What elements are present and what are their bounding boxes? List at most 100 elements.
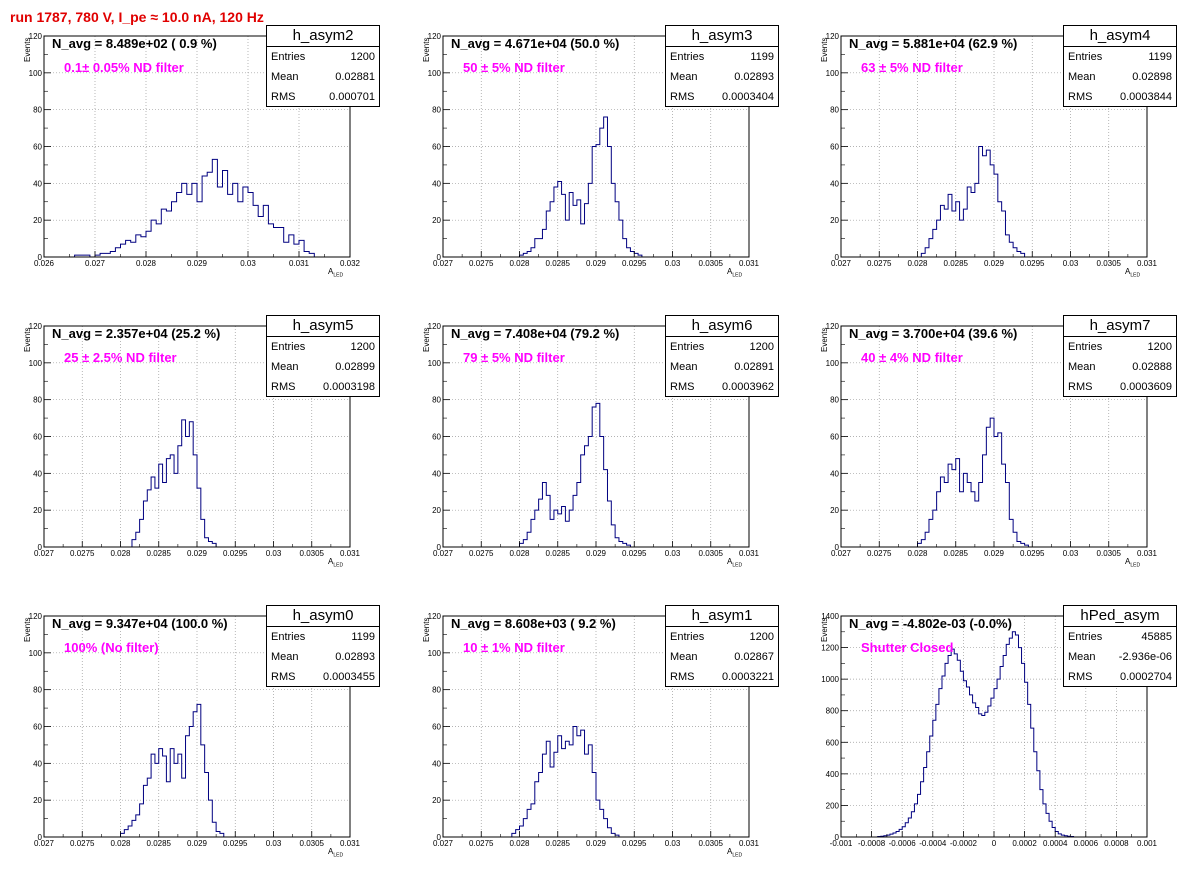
n-avg-label: N_avg = 2.357e+04 (25.2 %) [52, 326, 221, 341]
x-tick-label: 0.031 [340, 839, 361, 848]
stats-row-entries: Entries 1200 [666, 627, 778, 647]
x-tick-label: 0.0285 [147, 839, 172, 848]
x-tick-label: 0.027 [34, 839, 55, 848]
y-tick-label: 1000 [821, 675, 839, 684]
x-tick-label: 0.0285 [944, 549, 969, 558]
y-tick-label: 100 [428, 69, 442, 78]
x-tick-label: 0.028 [509, 839, 530, 848]
stats-row-mean: Mean 0.02881 [267, 67, 379, 87]
x-tick-label: 0.0008 [1104, 839, 1129, 848]
stats-row-mean: Mean 0.02891 [666, 357, 778, 377]
x-tick-label: -0.0004 [919, 839, 947, 848]
x-tick-label: 0.031 [739, 549, 760, 558]
stats-label-mean: Mean [1068, 71, 1096, 83]
y-tick-label: 20 [830, 506, 839, 515]
stats-value-rms: 0.0003221 [722, 671, 774, 683]
filter-label: 50 ± 5% ND filter [463, 60, 565, 75]
x-tick-label: 0.0275 [867, 549, 892, 558]
histogram-panel-h_asym3: 0.027 0.0275 0.028 0.0285 0.029 0.0295 0.03 0.0… [399, 0, 797, 290]
y-tick-label: 100 [428, 649, 442, 658]
y-tick-label: 0 [835, 833, 840, 842]
x-tick-label: 0.0285 [147, 549, 172, 558]
histogram-line [519, 116, 643, 257]
x-tick-label: 0.029 [586, 839, 607, 848]
y-tick-label: 120 [29, 612, 43, 621]
y-tick-label: 120 [29, 322, 43, 331]
stats-row-rms: RMS 0.0003404 [666, 87, 778, 107]
histogram-panel-h_asym4: 0.027 0.0275 0.028 0.0285 0.029 0.0295 0.03 0.0… [797, 0, 1195, 290]
stats-value-entries: 1200 [749, 341, 774, 353]
stats-row-mean: Mean 0.02893 [666, 67, 778, 87]
x-tick-label: 0.0006 [1074, 839, 1099, 848]
x-axis-label-main: A [1125, 267, 1131, 276]
y-axis-label: Events [23, 37, 32, 62]
x-tick-label: 0.0305 [699, 839, 724, 848]
y-tick-label: 0 [38, 253, 43, 262]
y-tick-label: 60 [830, 143, 839, 152]
x-axis-label-sub: LED [333, 852, 344, 859]
histogram-panel-h_asym1: 0.027 0.0275 0.028 0.0285 0.029 0.0295 0.03 0.0… [399, 580, 797, 870]
stats-label-entries: Entries [1068, 51, 1103, 63]
y-tick-label: 40 [33, 469, 42, 478]
histogram-line [74, 158, 315, 258]
x-axis-label: ALED [328, 847, 343, 859]
histogram-line [519, 402, 631, 547]
x-tick-label: 0.029 [187, 839, 208, 848]
x-axis-label-sub: LED [732, 562, 743, 569]
x-tick-label: 0.0295 [622, 549, 647, 558]
x-tick-label: 0.03 [240, 259, 256, 268]
y-axis-label: Events [23, 617, 32, 642]
x-tick-label: 0.0295 [622, 839, 647, 848]
x-tick-label: 0.031 [739, 259, 760, 268]
stats-box-title: hPed_asym [1064, 606, 1176, 627]
y-tick-label: 120 [826, 322, 840, 331]
x-tick-label: 0.029 [586, 549, 607, 558]
n-avg-label: N_avg = 4.671e+04 (50.0 %) [451, 36, 620, 51]
filter-label: 25 ± 2.5% ND filter [64, 350, 177, 365]
stats-row-entries: Entries 45885 [1064, 627, 1176, 647]
histogram-panel-h_asym7: 0.027 0.0275 0.028 0.0285 0.029 0.0295 0.03 0.0… [797, 290, 1195, 580]
stats-box: h_asym1 Entries 1200 Mean 0.02867 RMS 0.000322… [665, 605, 779, 687]
stats-box-title: h_asym0 [267, 606, 379, 627]
stats-value-entries: 1199 [1148, 51, 1172, 63]
histogram-line [920, 146, 1026, 257]
stats-label-mean: Mean [271, 651, 299, 663]
stats-row-rms: RMS 0.0003962 [666, 377, 778, 397]
y-axis-label: Events [422, 617, 431, 642]
n-avg-label: N_avg = 3.700e+04 (39.6 %) [849, 326, 1018, 341]
y-tick-label: 20 [432, 796, 441, 805]
page-title: run 1787, 780 V, I_pe ≈ 10.0 nA, 120 Hz [10, 9, 264, 25]
y-tick-label: 120 [826, 32, 840, 41]
histogram-line [917, 417, 1029, 547]
x-tick-label: 0.028 [509, 549, 530, 558]
y-tick-label: 80 [33, 106, 42, 115]
stats-row-rms: RMS 0.0003844 [1064, 87, 1176, 107]
x-tick-label: 0.03 [266, 549, 282, 558]
stats-row-rms: RMS 0.0003221 [666, 667, 778, 687]
stats-label-rms: RMS [271, 381, 296, 393]
stats-box: h_asym0 Entries 1199 Mean 0.02893 RMS 0.000345… [266, 605, 380, 687]
y-tick-label: 60 [33, 143, 42, 152]
stats-value-entries: 1200 [749, 631, 774, 643]
y-tick-label: 20 [33, 506, 42, 515]
histogram-svg: 0.026 0.027 0.028 0.029 0.03 0.031 0.032 0 20 40 6… [29, 32, 361, 268]
stats-label-mean: Mean [670, 71, 698, 83]
stats-row-mean: Mean 0.02899 [267, 357, 379, 377]
y-tick-label: 60 [33, 433, 42, 442]
x-tick-label: 0.026 [34, 259, 55, 268]
stats-value-rms: 0.0003198 [323, 381, 375, 393]
filter-label: 40 ± 4% ND filter [861, 350, 963, 365]
x-tick-label: 0.0275 [70, 839, 95, 848]
x-tick-label: 0.0285 [546, 549, 571, 558]
y-tick-label: 100 [428, 359, 442, 368]
y-tick-label: 100 [29, 359, 43, 368]
stats-row-rms: RMS 0.0003455 [267, 667, 379, 687]
y-tick-label: 0 [835, 543, 840, 552]
x-tick-label: 0.0275 [469, 839, 494, 848]
stats-value-mean: 0.02867 [734, 651, 774, 663]
y-tick-label: 60 [432, 143, 441, 152]
x-axis-label-sub: LED [732, 272, 743, 279]
y-tick-label: 80 [432, 106, 441, 115]
stats-box-title: h_asym2 [267, 26, 379, 47]
stats-box: h_asym3 Entries 1199 Mean 0.02893 RMS 0.000340… [665, 25, 779, 107]
